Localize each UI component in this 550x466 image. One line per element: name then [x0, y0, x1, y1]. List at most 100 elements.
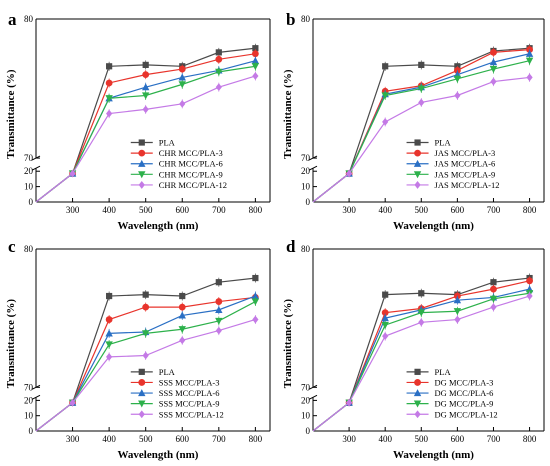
- axis-break-mark: [31, 394, 41, 400]
- x-tick-label: 300: [66, 205, 80, 215]
- data-point: [418, 290, 425, 297]
- data-point: [382, 291, 389, 298]
- legend-marker: [414, 368, 421, 375]
- data-point: [106, 292, 113, 300]
- data-point: [141, 92, 150, 100]
- data-point: [525, 57, 534, 65]
- y-axis-title: Transmittance (%): [282, 69, 294, 159]
- y-tick-label: 80: [301, 14, 311, 24]
- data-point: [215, 305, 223, 313]
- data-point: [490, 77, 497, 86]
- y-tick-label: 20: [24, 166, 34, 176]
- y-tick-label: 70: [301, 153, 311, 163]
- legend-marker: [414, 139, 421, 146]
- legend-marker: [413, 389, 422, 397]
- data-point: [251, 298, 260, 306]
- y-tick-label: 10: [301, 411, 311, 421]
- data-point: [381, 314, 389, 322]
- data-point: [526, 277, 533, 285]
- legend-entry: PLA: [435, 138, 452, 148]
- data-point: [179, 99, 186, 108]
- legend-marker: [138, 410, 145, 419]
- data-point: [215, 55, 223, 63]
- data-point: [69, 169, 76, 178]
- data-point: [382, 118, 389, 126]
- data-point: [141, 83, 150, 91]
- data-point: [178, 73, 186, 81]
- x-tick-label: 700: [487, 434, 501, 444]
- panel-label: d: [286, 237, 296, 256]
- data-point: [489, 295, 498, 303]
- data-point: [215, 326, 222, 335]
- data-point: [526, 73, 533, 82]
- x-tick-label: 800: [523, 434, 537, 444]
- y-axis-title: Transmittance (%): [5, 69, 17, 159]
- x-tick-label: 600: [451, 205, 465, 215]
- x-tick-label: 800: [249, 434, 263, 444]
- legend-marker: [138, 139, 145, 146]
- data-point: [105, 341, 113, 349]
- data-point: [382, 63, 389, 70]
- series-group: [312, 43, 534, 203]
- x-tick-label: 700: [487, 205, 501, 215]
- data-point: [179, 292, 186, 300]
- legend-entry: SSS MCC/PLA-12: [159, 409, 224, 419]
- data-point: [418, 61, 425, 68]
- y-tick-label: 70: [24, 153, 34, 163]
- data-point: [106, 109, 113, 118]
- legend-entry: DG MCC/PLA-3: [435, 377, 494, 387]
- data-point: [141, 330, 150, 338]
- legend-entry: DG MCC/PLA-12: [435, 409, 498, 419]
- axis-break-mark: [308, 394, 318, 400]
- x-tick-label: 300: [342, 205, 356, 215]
- x-tick-label: 300: [342, 434, 356, 444]
- y-tick-label: 20: [24, 395, 34, 405]
- data-point: [453, 308, 462, 316]
- data-point: [381, 309, 389, 317]
- data-point: [215, 68, 223, 76]
- data-point: [453, 75, 462, 83]
- panel-label: a: [8, 10, 17, 29]
- data-point: [178, 65, 186, 73]
- data-point: [179, 336, 186, 345]
- data-point: [345, 169, 353, 178]
- axis-break-mark: [308, 165, 318, 171]
- legend-marker: [413, 171, 422, 179]
- data-point: [106, 63, 113, 70]
- legend-marker: [138, 368, 145, 375]
- data-point: [215, 49, 222, 56]
- axis-break-mark: [31, 165, 41, 171]
- legend-entry: PLA: [435, 367, 452, 377]
- data-point: [142, 71, 150, 79]
- y-tick-label: 80: [301, 244, 311, 254]
- y-tick-label: 10: [301, 182, 311, 192]
- data-point: [215, 298, 223, 305]
- legend-marker: [138, 400, 146, 408]
- data-point: [105, 79, 113, 87]
- legend-entry: JAS MCC/PLA-12: [435, 180, 500, 190]
- legend-marker: [138, 159, 146, 167]
- data-point: [215, 279, 222, 286]
- legend-entry: DG MCC/PLA-6: [435, 388, 494, 398]
- data-point: [251, 50, 259, 58]
- data-point: [178, 311, 186, 319]
- data-point: [526, 292, 533, 300]
- x-tick-label: 800: [523, 205, 537, 215]
- data-point: [454, 315, 461, 324]
- x-tick-label: 400: [378, 434, 392, 444]
- data-point: [142, 61, 149, 68]
- legend-marker: [414, 410, 421, 419]
- data-point: [252, 274, 259, 282]
- data-point: [525, 49, 534, 57]
- data-point: [178, 303, 186, 311]
- data-point: [142, 351, 149, 360]
- data-point: [105, 329, 113, 337]
- data-point: [381, 321, 389, 329]
- legend-entry: CHR MCC/PLA-3: [159, 148, 223, 158]
- y-tick-label: 0: [29, 197, 34, 207]
- data-point: [252, 72, 259, 80]
